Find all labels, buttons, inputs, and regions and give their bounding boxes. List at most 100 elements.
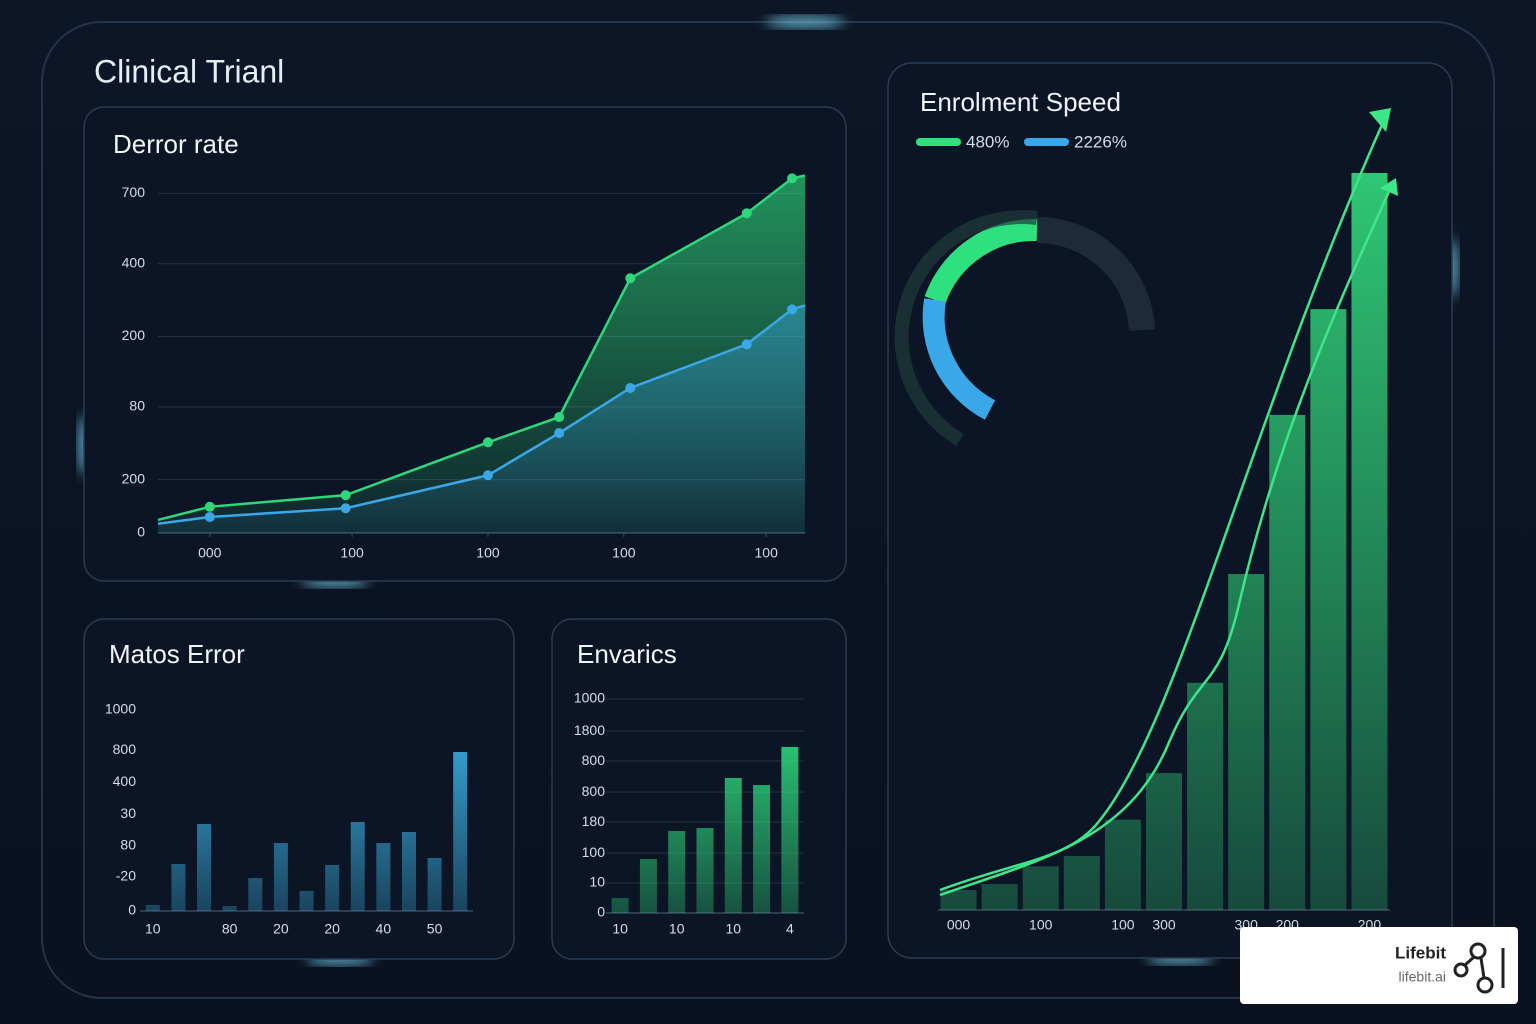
y-tick-label: 400 — [122, 254, 146, 270]
bar — [1351, 172, 1388, 910]
y-tick-label: 180 — [582, 813, 606, 829]
arrow-head — [1369, 108, 1391, 132]
bar — [299, 890, 314, 911]
x-tick-label: 20 — [324, 921, 340, 937]
x-tick-label: 20 — [273, 921, 289, 937]
x-tick-label: 100 — [1029, 917, 1053, 933]
point — [204, 501, 215, 512]
y-tick-label: 200 — [122, 327, 146, 343]
bar — [1228, 574, 1265, 910]
bar — [171, 863, 186, 911]
bar — [696, 828, 714, 913]
bar — [981, 884, 1018, 910]
point — [340, 490, 351, 501]
x-tick-label: 80 — [222, 921, 238, 937]
bar — [350, 821, 365, 911]
x-tick-label: 300 — [1152, 917, 1176, 933]
x-tick-label: 50 — [427, 921, 443, 937]
bar — [1063, 855, 1100, 910]
y-tick-label: 80 — [120, 836, 136, 852]
y-tick-label: 0 — [128, 902, 136, 918]
y-tick-label: 400 — [113, 773, 137, 789]
bar — [940, 890, 977, 910]
bar — [724, 777, 742, 913]
bar — [668, 831, 686, 913]
gauge-track — [1036, 216, 1155, 331]
point — [741, 208, 752, 219]
bar — [1187, 682, 1224, 910]
y-tick-label: 1000 — [105, 701, 136, 717]
dashboard-title: Clinical Trianl — [94, 53, 284, 89]
x-tick-label: 40 — [376, 921, 392, 937]
badge — [1240, 927, 1518, 1004]
y-tick-label: 80 — [129, 398, 145, 414]
bar — [427, 857, 442, 911]
y-tick-label: 1000 — [574, 690, 605, 706]
bar — [273, 843, 288, 911]
bar — [1269, 414, 1306, 910]
panel-title: Matos Error — [109, 639, 245, 669]
point — [625, 273, 636, 284]
bar — [401, 832, 416, 911]
badge-url: lifebit.ai — [1399, 969, 1446, 985]
arrow-head — [1380, 178, 1398, 196]
x-tick-label: 000 — [198, 545, 222, 561]
bar — [1022, 866, 1059, 910]
panel-title: Derror rate — [113, 129, 239, 159]
y-tick-label: 100 — [582, 844, 606, 860]
y-tick-label: 800 — [582, 752, 606, 768]
y-tick-label: 0 — [137, 524, 145, 540]
bar — [376, 843, 391, 911]
point — [204, 511, 215, 522]
point — [554, 428, 565, 439]
point — [787, 173, 798, 184]
x-tick-label: 10 — [145, 921, 161, 937]
bar — [611, 898, 629, 913]
point — [554, 412, 565, 423]
bar — [197, 823, 212, 911]
panel — [551, 618, 847, 960]
y-tick-label: 800 — [582, 783, 606, 799]
gauge-arc — [922, 298, 996, 420]
trend-line — [939, 117, 1387, 892]
y-tick-label: -20 — [116, 868, 136, 884]
x-tick-label: 4 — [786, 921, 794, 937]
point — [482, 470, 493, 481]
bar — [325, 864, 340, 911]
x-tick-label: 10 — [725, 921, 741, 937]
point — [482, 437, 493, 448]
bar — [1104, 819, 1141, 910]
area — [158, 305, 805, 533]
y-tick-label: 1800 — [574, 722, 605, 738]
x-tick-label: 100 — [1111, 917, 1135, 933]
y-tick-label: 800 — [113, 741, 137, 757]
trend-line — [939, 184, 1394, 897]
y-tick-label: 700 — [122, 184, 146, 200]
badge-logo — [1453, 942, 1505, 994]
x-tick-label: 100 — [476, 545, 500, 561]
panel-title: Enrolment Speed — [920, 87, 1121, 117]
x-tick-label: 100 — [340, 545, 364, 561]
x-tick-label: 100 — [612, 545, 636, 561]
legend-label: 2226% — [1074, 132, 1127, 151]
x-tick-label: 10 — [612, 921, 628, 937]
point — [340, 503, 351, 514]
bar — [1310, 309, 1347, 910]
gauge-arc — [924, 218, 1038, 304]
point — [625, 382, 636, 393]
x-tick-label: 100 — [755, 545, 779, 561]
bar — [753, 785, 771, 913]
point — [787, 304, 798, 315]
bar — [248, 878, 263, 911]
bar — [145, 904, 160, 911]
y-tick-label: 0 — [597, 904, 605, 920]
gauge-halo — [894, 210, 1038, 447]
bar — [453, 752, 468, 911]
bar — [639, 859, 657, 913]
glow — [765, 18, 845, 26]
x-tick-label: 000 — [947, 917, 971, 933]
bar — [1146, 773, 1182, 910]
x-tick-label: 10 — [669, 921, 685, 937]
